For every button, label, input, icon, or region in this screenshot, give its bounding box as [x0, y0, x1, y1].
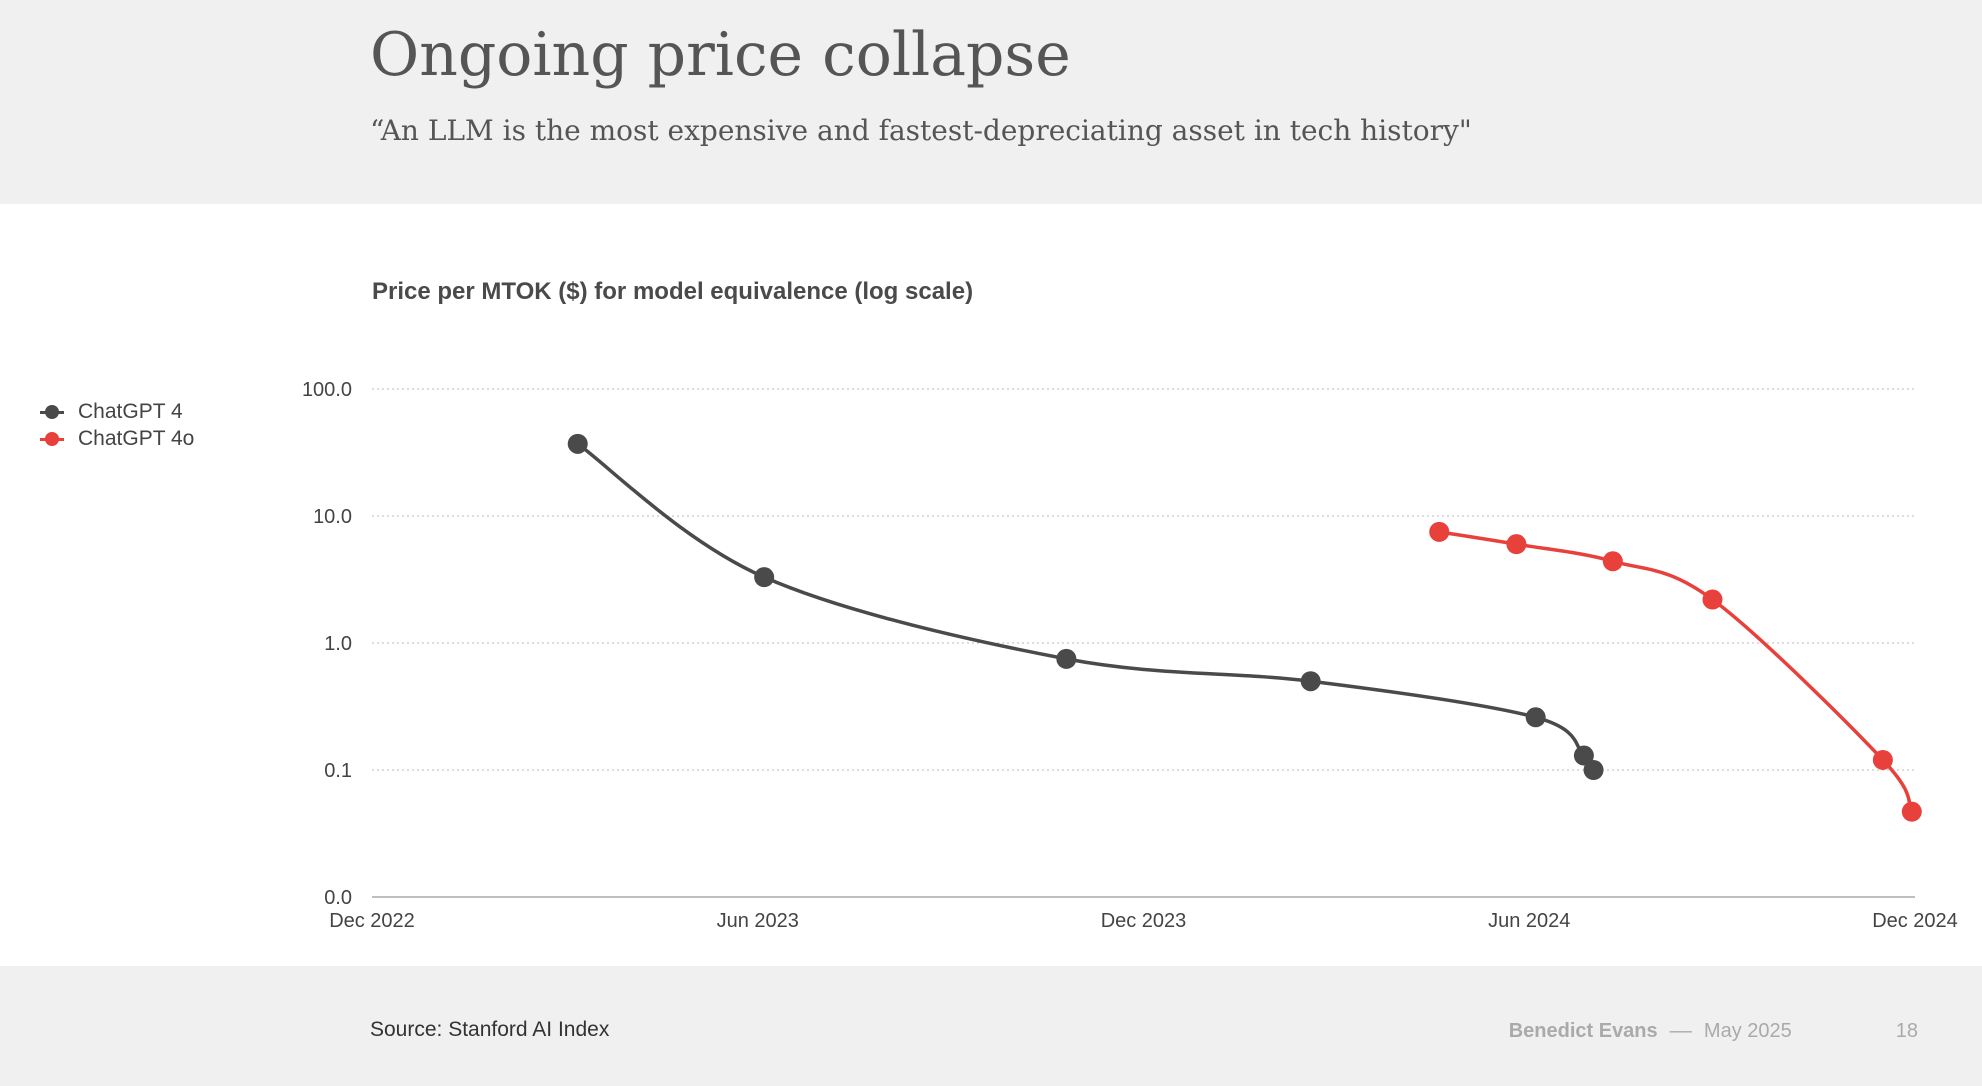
- data-point-chatgpt-4o: [1602, 551, 1623, 572]
- series-line-chatgpt-4o: [1437, 530, 1914, 814]
- data-point-chatgpt-4: [567, 433, 588, 454]
- chart-legend: ChatGPT 4 ChatGPT 4o: [40, 398, 194, 452]
- data-point-chatgpt-4: [1525, 707, 1546, 728]
- data-point-chatgpt-4: [1300, 671, 1321, 692]
- source-note: Source: Stanford AI Index: [370, 1018, 610, 1041]
- data-point-chatgpt-4o: [1429, 521, 1450, 542]
- header-band: Ongoing price collapse “An LLM is the mo…: [0, 0, 1982, 204]
- chart-title: Price per MTOK ($) for model equivalence…: [372, 278, 974, 305]
- x-tick-label: Jun 2024: [1488, 910, 1570, 932]
- data-point-chatgpt-4o: [1702, 589, 1723, 610]
- y-tick-label: 0.1: [324, 760, 352, 782]
- footer-separator: ––: [1669, 1020, 1692, 1042]
- legend-label-chatgpt4: ChatGPT 4: [78, 399, 183, 423]
- legend-label-chatgpt4o: ChatGPT 4o: [78, 426, 195, 450]
- legend-swatch-chatgpt4: [40, 404, 64, 419]
- footer-date: May 2025: [1703, 1020, 1792, 1042]
- y-tick-label: 1.0: [324, 633, 352, 655]
- legend-item-chatgpt4[interactable]: ChatGPT 4: [40, 398, 194, 425]
- slide-title: Ongoing price collapse: [370, 20, 1071, 90]
- chart-panel: [0, 204, 1982, 966]
- data-point-chatgpt-4: [754, 567, 775, 588]
- data-point-chatgpt-4o: [1872, 749, 1893, 770]
- slide-subtitle: “An LLM is the most expensive and fastes…: [370, 114, 1472, 147]
- x-tick-label: Dec 2022: [329, 910, 415, 932]
- legend-item-chatgpt4o[interactable]: ChatGPT 4o: [40, 425, 194, 452]
- series-line-chatgpt-4: [575, 442, 1596, 772]
- legend-swatch-chatgpt4o: [40, 431, 64, 446]
- author-name: Benedict Evans: [1508, 1020, 1658, 1042]
- y-tick-label: 0.0: [324, 887, 352, 909]
- y-tick-label: 100.0: [302, 379, 352, 401]
- y-tick-label: 10.0: [313, 506, 352, 528]
- data-point-chatgpt-4: [1573, 745, 1594, 766]
- data-point-chatgpt-4: [1056, 648, 1077, 669]
- data-point-chatgpt-4o: [1506, 534, 1527, 555]
- data-point-chatgpt-4o: [1901, 801, 1922, 822]
- footer-credits: Benedict Evans –– May 2025 18: [1509, 1020, 1918, 1043]
- x-tick-label: Jun 2023: [717, 910, 799, 932]
- x-tick-label: Dec 2024: [1872, 910, 1958, 932]
- page-number: 18: [1895, 1020, 1918, 1042]
- x-tick-label: Dec 2023: [1101, 910, 1187, 932]
- data-point-chatgpt-4: [1583, 760, 1604, 780]
